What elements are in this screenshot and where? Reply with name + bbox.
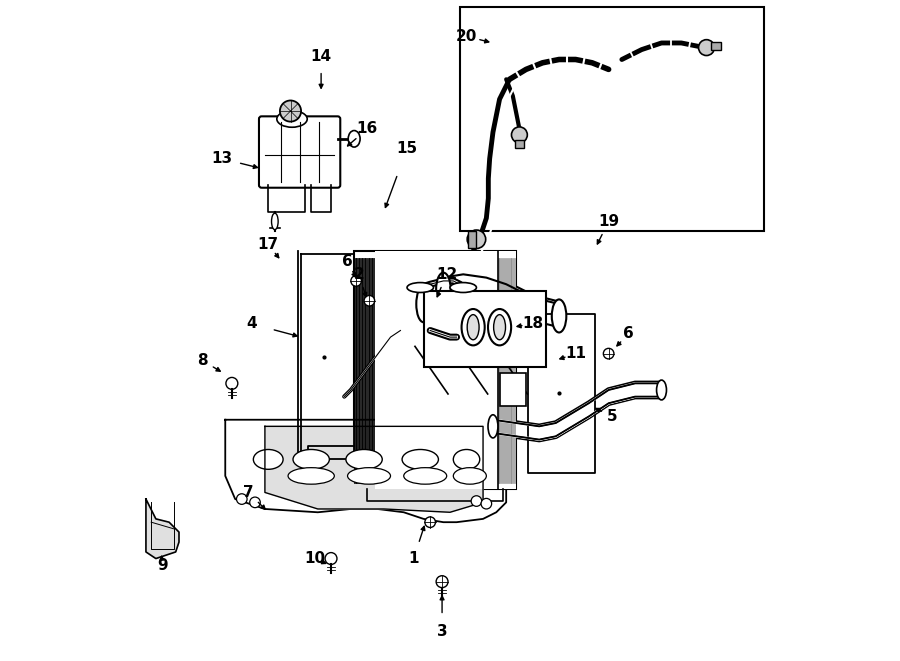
- Circle shape: [325, 553, 337, 564]
- Text: 15: 15: [397, 141, 418, 156]
- Text: 20: 20: [455, 29, 477, 44]
- Text: 6: 6: [623, 327, 634, 341]
- Bar: [711, 42, 721, 50]
- Text: 4: 4: [247, 317, 257, 331]
- Circle shape: [482, 498, 491, 509]
- Polygon shape: [225, 420, 506, 522]
- Ellipse shape: [462, 309, 485, 345]
- Ellipse shape: [346, 449, 382, 469]
- Bar: [355, 251, 516, 489]
- Bar: [500, 373, 526, 406]
- Text: 8: 8: [197, 353, 207, 368]
- Ellipse shape: [272, 213, 278, 229]
- Polygon shape: [528, 314, 596, 473]
- Bar: [460, 7, 764, 231]
- Circle shape: [511, 127, 527, 143]
- Ellipse shape: [436, 272, 451, 305]
- Circle shape: [249, 497, 260, 508]
- Text: 2: 2: [354, 267, 364, 282]
- Circle shape: [425, 517, 436, 527]
- Circle shape: [698, 40, 715, 56]
- Ellipse shape: [450, 283, 476, 292]
- Text: 13: 13: [212, 151, 232, 166]
- Text: 17: 17: [257, 237, 279, 252]
- Polygon shape: [146, 499, 179, 559]
- Text: 6: 6: [342, 254, 353, 268]
- Ellipse shape: [454, 449, 480, 469]
- Circle shape: [472, 496, 482, 506]
- Text: 18: 18: [522, 317, 544, 331]
- Circle shape: [467, 230, 486, 249]
- Polygon shape: [265, 426, 483, 512]
- Ellipse shape: [288, 468, 334, 484]
- Bar: [468, 231, 476, 248]
- Circle shape: [364, 295, 374, 306]
- FancyBboxPatch shape: [259, 116, 340, 188]
- Ellipse shape: [454, 468, 486, 484]
- Circle shape: [603, 348, 614, 359]
- Circle shape: [226, 377, 238, 389]
- Circle shape: [280, 100, 302, 122]
- Ellipse shape: [417, 286, 431, 323]
- Ellipse shape: [467, 315, 479, 340]
- Text: 9: 9: [158, 558, 167, 572]
- Ellipse shape: [493, 315, 506, 340]
- Circle shape: [436, 576, 447, 587]
- Ellipse shape: [552, 299, 566, 332]
- Ellipse shape: [254, 449, 284, 469]
- Circle shape: [351, 276, 362, 286]
- Circle shape: [237, 494, 248, 504]
- Ellipse shape: [407, 283, 434, 292]
- Text: 7: 7: [243, 485, 254, 500]
- Text: 1: 1: [409, 551, 419, 566]
- Ellipse shape: [293, 449, 329, 469]
- Text: 12: 12: [436, 267, 457, 282]
- Circle shape: [436, 576, 448, 588]
- Text: 10: 10: [304, 551, 325, 566]
- Text: 11: 11: [565, 346, 586, 361]
- Bar: [515, 140, 524, 148]
- Text: 16: 16: [356, 122, 378, 136]
- Ellipse shape: [488, 309, 511, 345]
- Ellipse shape: [404, 468, 446, 484]
- Text: 14: 14: [310, 49, 332, 63]
- Bar: [375, 251, 516, 489]
- Ellipse shape: [402, 449, 438, 469]
- Ellipse shape: [347, 468, 391, 484]
- Text: 5: 5: [607, 409, 617, 424]
- Text: 3: 3: [436, 624, 447, 639]
- Ellipse shape: [657, 380, 667, 400]
- Ellipse shape: [277, 110, 307, 127]
- Ellipse shape: [348, 130, 360, 147]
- Bar: [424, 291, 545, 367]
- Ellipse shape: [488, 415, 498, 438]
- Text: 19: 19: [598, 214, 619, 229]
